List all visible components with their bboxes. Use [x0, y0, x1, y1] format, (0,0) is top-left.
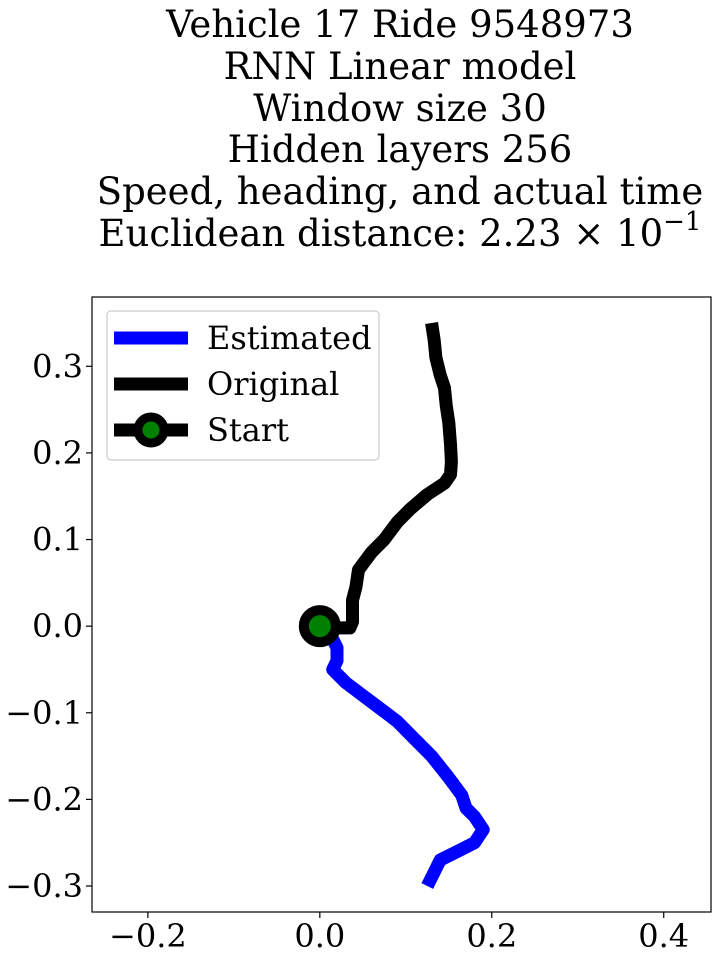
- x-axis: −0.2 0.0 0.2 0.4: [109, 912, 689, 955]
- y-tick-label: 0.3: [32, 347, 83, 385]
- x-tick-label: 0.4: [638, 917, 689, 955]
- y-tick-label: −0.3: [5, 867, 83, 905]
- y-tick-label: 0.2: [32, 434, 83, 472]
- title-line-3: Window size 30: [253, 87, 547, 130]
- y-tick-label: −0.2: [5, 780, 83, 818]
- title-line-6: Euclidean distance: 2.23 × 10−1: [99, 207, 702, 255]
- legend-start-marker: [133, 412, 169, 448]
- x-tick-label: 0.2: [466, 917, 517, 955]
- title-line-2: RNN Linear model: [224, 45, 577, 88]
- series-line-estimated: [315, 621, 490, 889]
- x-tick-label: 0.0: [294, 917, 345, 955]
- start-point-marker: [298, 605, 341, 648]
- series-lines: [315, 322, 490, 889]
- legend: Estimated Original Start: [106, 310, 380, 461]
- series-line-original: [319, 322, 458, 635]
- title-line-1: Vehicle 17 Ride 9548973: [165, 3, 634, 46]
- legend-box: [106, 310, 380, 461]
- start-marker-group: [298, 605, 341, 648]
- y-tick-label: 0.1: [32, 521, 83, 559]
- plot-area-frame: [91, 296, 712, 913]
- y-tick-label: −0.1: [5, 694, 83, 732]
- y-axis: 0.3 0.2 0.1 0.0 −0.1 −0.2 −0.3: [5, 347, 92, 905]
- x-tick-label: −0.2: [109, 917, 187, 955]
- y-tick-label: 0.0: [32, 607, 83, 645]
- legend-label-estimated: Estimated: [207, 319, 372, 357]
- title-line-4: Hidden layers 256: [228, 128, 573, 171]
- legend-label-start: Start: [207, 411, 289, 449]
- title-line-5: Speed, heading, and actual time: [97, 170, 704, 213]
- legend-label-original: Original: [207, 365, 339, 403]
